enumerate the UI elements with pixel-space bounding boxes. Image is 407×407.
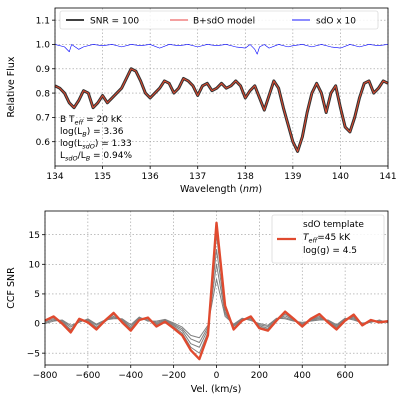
spectrum-legend-box	[59, 10, 379, 30]
xtick-label: 141	[379, 172, 396, 182]
spectrum-frame	[54, 7, 389, 167]
ccf-legend-line2: Teff=45 kK	[303, 233, 351, 245]
ytick-label: 1.0	[36, 41, 51, 51]
ytick-label: 0.6	[36, 138, 51, 148]
series-line-model-1	[54, 68, 389, 152]
spectrum-xlabel: Wavelength (nm)	[180, 184, 262, 195]
spectrum-series	[54, 44, 389, 153]
xtick-label: −200	[161, 371, 186, 381]
xtick-label: 140	[332, 172, 349, 182]
annotation-logLB: log(LB) = 3.36	[60, 127, 124, 139]
xtick-label: 139	[284, 172, 301, 182]
xtick-label: 400	[294, 371, 311, 381]
ccf-legend-box	[271, 214, 385, 264]
ytick-label: 0	[34, 320, 40, 330]
xtick-label: −600	[76, 371, 101, 381]
ytick-label: −5	[27, 349, 40, 359]
ytick-label: 10	[29, 261, 41, 271]
spectrum-legend: SNR = 100 B+sdO model sdO x 10	[59, 10, 379, 30]
spectrum-ylabel: Relative Flux	[6, 56, 17, 117]
ytick-label: 5	[34, 290, 40, 300]
series-line-template-4	[44, 221, 389, 361]
xtick-label: 136	[142, 172, 159, 182]
ccf-legend: sdO template Teff=45 kK log(g) = 4.5	[271, 214, 385, 264]
xtick-label: 134	[46, 172, 63, 182]
annotation-ratio: LsdO/LB = 0.94%	[60, 151, 132, 163]
xtick-label: 0	[214, 371, 220, 381]
spectrum-annotation: B Teff = 20 kK log(LB) = 3.36 log(LsdO) …	[60, 115, 132, 163]
ytick-label: 1.1	[36, 16, 50, 26]
spectrum-panel: 134 135 136 137 138 139 140 141 0.6 0.7 0.8 0.9 1.0 1…	[6, 7, 397, 195]
ccf-legend-line3: log(g) = 4.5	[303, 246, 357, 256]
annotation-teff: B Teff = 20 kK	[60, 115, 123, 127]
ccf-ticks: −800 −600 −400 −200 0 200 400 600 −5 0 5 10 15	[27, 231, 354, 381]
xtick-label: 137	[189, 172, 206, 182]
legend-label-model: B+sdO model	[193, 17, 255, 27]
ccf-legend-line1: sdO template	[303, 220, 364, 230]
ccf-panel: −800 −600 −400 −200 0 200 400 600 −5 0 5 10 15 sdO t…	[6, 210, 389, 395]
legend-label-sdO: sdO x 10	[316, 17, 356, 27]
ytick-label: 0.8	[36, 89, 51, 99]
xtick-label: −800	[33, 371, 58, 381]
xtick-label: 200	[251, 371, 268, 381]
legend-label-observed: SNR = 100	[90, 17, 139, 27]
xtick-label: 138	[237, 172, 254, 182]
spectrum-plot-area	[55, 8, 388, 166]
xtick-label: 135	[94, 172, 111, 182]
spectrum-ticks: 134 135 136 137 138 139 140 141 0.6 0.7 0.8 0.9 1.0 1…	[36, 16, 397, 182]
ccf-series	[44, 221, 389, 361]
ccf-ylabel: CCF SNR	[6, 267, 17, 309]
ytick-label: 0.9	[36, 65, 51, 75]
ytick-label: 0.7	[36, 114, 50, 124]
ccf-xlabel: Vel. (km/s)	[191, 384, 242, 395]
annotation-logLsdO: log(LsdO) = 1.33	[60, 139, 132, 151]
series-line-trial-3	[44, 278, 389, 339]
xtick-label: 600	[337, 371, 354, 381]
ytick-label: 15	[29, 231, 40, 241]
xtick-label: −400	[118, 371, 143, 381]
series-line-sdO-2	[54, 44, 389, 55]
